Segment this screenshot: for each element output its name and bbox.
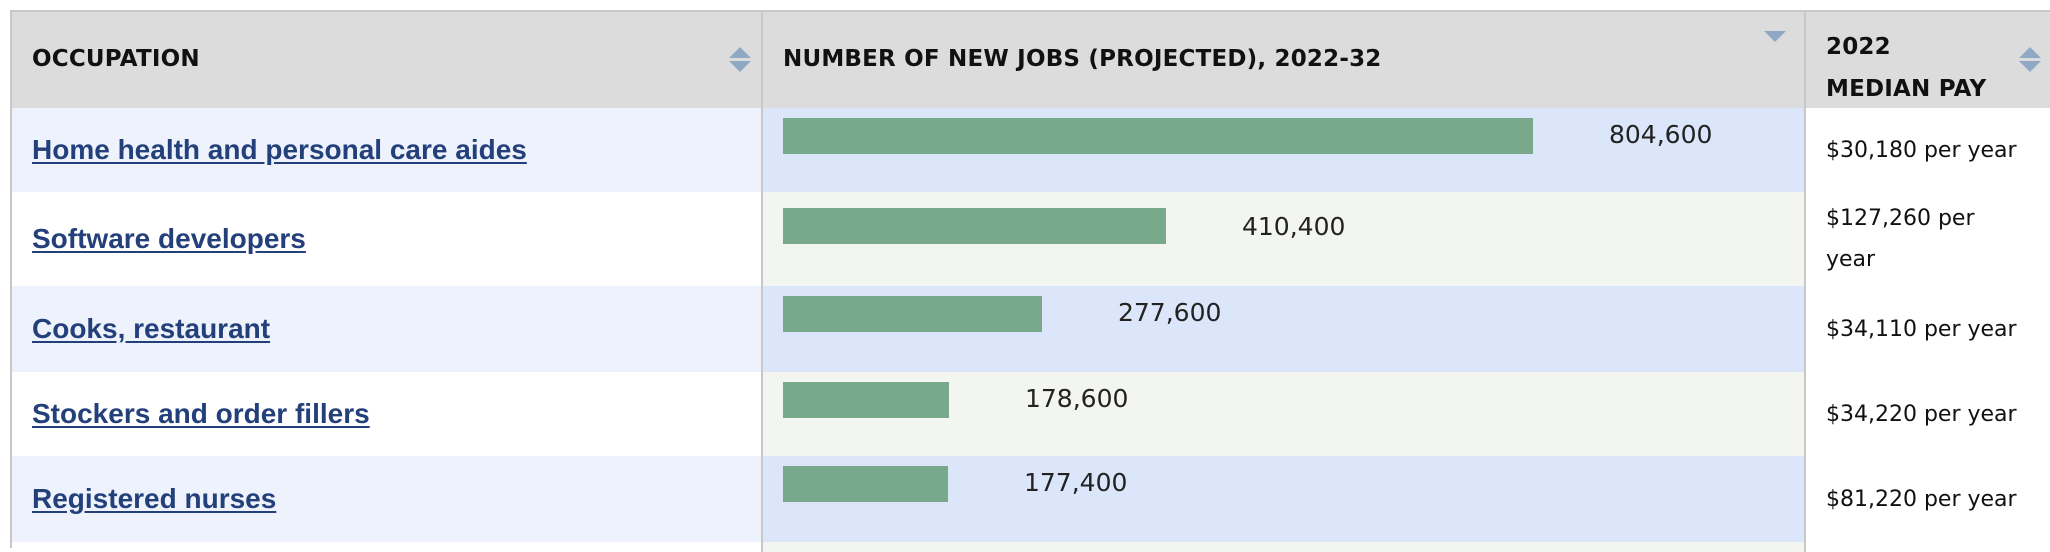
occupation-cell	[12, 542, 763, 552]
occupation-cell: Home health and personal care aides	[12, 108, 763, 192]
occupation-cell: Stockers and order fillers	[12, 372, 763, 456]
median-pay-cell: $30,180 per year	[1806, 108, 2050, 192]
column-header-new-jobs[interactable]: NUMBER OF NEW JOBS (PROJECTED), 2022-32	[763, 12, 1806, 108]
median-pay-cell	[1806, 542, 2050, 552]
occupation-cell: Registered nurses	[12, 456, 763, 542]
table-row: Registered nurses 177,400 $81,220 per ye…	[12, 456, 2050, 542]
new-jobs-cell: 277,600	[763, 286, 1806, 372]
column-header-new-jobs-label: NUMBER OF NEW JOBS (PROJECTED), 2022-32	[783, 46, 1382, 72]
sort-both-icon[interactable]	[729, 47, 751, 73]
new-jobs-value: 178,600	[1025, 384, 1129, 413]
occupation-link[interactable]: Registered nurses	[32, 483, 277, 514]
median-pay-value: $34,110 per year	[1826, 316, 2017, 342]
sort-both-icon[interactable]	[2019, 47, 2041, 73]
column-header-median-pay[interactable]: 2022 MEDIAN PAY	[1806, 12, 2050, 108]
table-row: Home health and personal care aides 804,…	[12, 108, 2050, 192]
new-jobs-value: 804,600	[1609, 120, 1713, 149]
median-pay-cell: $81,220 per year	[1806, 456, 2050, 542]
new-jobs-cell: 178,600	[763, 372, 1806, 456]
occupation-link[interactable]: Software developers	[32, 223, 306, 254]
new-jobs-bar	[783, 118, 1533, 154]
new-jobs-cell: 177,400	[763, 456, 1806, 542]
occupation-link[interactable]: Cooks, restaurant	[32, 313, 271, 344]
occupation-link[interactable]: Home health and personal care aides	[32, 134, 527, 165]
sort-descending-icon[interactable]	[1764, 31, 1786, 42]
median-pay-value: $30,180 per year	[1826, 137, 2017, 163]
new-jobs-cell: 804,600	[763, 108, 1806, 192]
new-jobs-bar	[783, 208, 1166, 244]
new-jobs-value: 410,400	[1242, 212, 1346, 241]
new-jobs-bar	[783, 466, 948, 502]
new-jobs-value: 277,600	[1118, 298, 1222, 327]
new-jobs-value: 177,400	[1024, 468, 1128, 497]
table-header: OCCUPATION NUMBER OF NEW JOBS (PROJECTED…	[12, 12, 2050, 108]
median-pay-cell: $127,260 per year	[1806, 192, 2050, 286]
median-pay-value: $34,220 per year	[1826, 401, 2017, 427]
new-jobs-bar	[783, 382, 949, 418]
column-header-occupation-label: OCCUPATION	[32, 46, 200, 72]
occupation-cell: Cooks, restaurant	[12, 286, 763, 372]
occupation-table: OCCUPATION NUMBER OF NEW JOBS (PROJECTED…	[10, 10, 2050, 552]
table-row	[12, 542, 2050, 552]
median-pay-cell: $34,110 per year	[1806, 286, 2050, 372]
new-jobs-bar	[783, 296, 1042, 332]
table-row: Stockers and order fillers 178,600 $34,2…	[12, 372, 2050, 456]
table-row: Cooks, restaurant 277,600 $34,110 per ye…	[12, 286, 2050, 372]
new-jobs-cell	[763, 542, 1806, 552]
table-row: Software developers 410,400 $127,260 per…	[12, 192, 2050, 286]
occupation-cell: Software developers	[12, 192, 763, 286]
occupation-link[interactable]: Stockers and order fillers	[32, 398, 370, 429]
column-header-median-pay-label: 2022 MEDIAN PAY	[1826, 34, 1987, 102]
median-pay-value: $127,260 per year	[1826, 206, 1975, 272]
median-pay-cell: $34,220 per year	[1806, 372, 2050, 456]
column-header-occupation[interactable]: OCCUPATION	[12, 12, 763, 108]
median-pay-value: $81,220 per year	[1826, 486, 2017, 512]
new-jobs-cell: 410,400	[763, 192, 1806, 286]
